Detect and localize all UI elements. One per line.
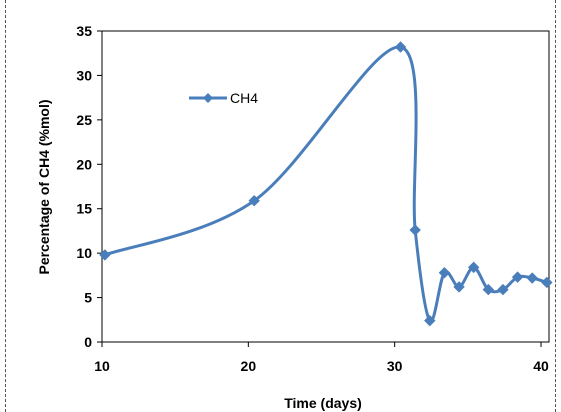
y-tick-label: 15	[76, 201, 92, 217]
legend-marker	[203, 93, 213, 103]
legend-label: CH4	[230, 90, 258, 106]
y-tick-label: 0	[84, 334, 92, 350]
x-tick-label: 10	[94, 358, 110, 374]
figure-frame	[5, 0, 556, 412]
data-point-marker	[424, 314, 436, 327]
y-axis-title: Percentage of CH4 (%mol)	[36, 99, 52, 274]
x-tick-label: 20	[241, 358, 257, 374]
data-point-marker	[541, 276, 553, 289]
plot-area-border	[101, 30, 550, 343]
x-tick-label: 30	[387, 358, 403, 374]
x-axis-title: Time (days)	[284, 395, 362, 411]
data-point-marker	[438, 266, 451, 279]
data-point-marker	[511, 271, 524, 283]
data-point-marker	[526, 272, 538, 284]
data-point-marker	[394, 41, 407, 53]
x-tick-label: 40	[533, 358, 549, 374]
data-point-marker	[248, 195, 260, 207]
data-point-marker	[453, 281, 465, 293]
y-tick-label: 5	[84, 290, 92, 306]
y-tick-label: 20	[76, 156, 92, 172]
data-point-marker	[482, 283, 495, 296]
data-point-marker	[467, 261, 480, 274]
series-line-ch4	[104, 45, 548, 323]
data-point-marker	[99, 249, 111, 261]
y-tick-label: 30	[76, 67, 92, 83]
data-point-marker	[497, 283, 509, 296]
y-tick-label: 35	[76, 23, 92, 39]
y-tick-label: 25	[76, 112, 92, 128]
y-tick-label: 10	[76, 245, 92, 261]
data-point-marker	[409, 224, 421, 236]
legend: CH4	[189, 90, 258, 106]
